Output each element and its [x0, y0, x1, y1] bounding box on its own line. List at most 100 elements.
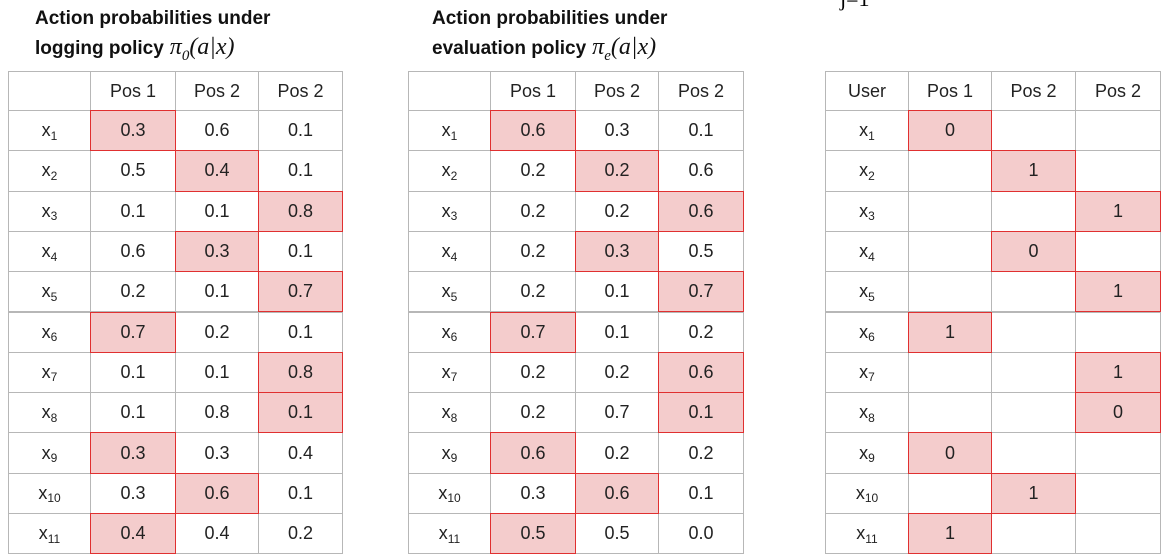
row-index: 3: [868, 209, 875, 224]
value-cell: [1075, 311, 1161, 353]
row-name: x: [41, 402, 51, 423]
row-label: x 11: [825, 513, 909, 555]
value-cell: 0.6: [490, 110, 576, 152]
value-cell: [1075, 472, 1161, 514]
row-name: x: [859, 281, 869, 302]
row-name: x: [41, 281, 51, 302]
row-name: x: [859, 160, 869, 181]
value-cell: [908, 230, 992, 273]
row-label: x 10: [408, 472, 491, 514]
value-cell: 0.5: [90, 150, 176, 192]
header-cell: [408, 71, 491, 111]
value-cell: 1: [1075, 271, 1161, 313]
value-cell: 0.7: [575, 392, 659, 434]
row-index: 7: [450, 370, 458, 385]
value-cell: 0.5: [658, 230, 744, 273]
table-title: Action probabilities under: [432, 8, 668, 29]
header-cell: Pos 1: [490, 71, 576, 111]
value-cell: 0.1: [658, 392, 744, 434]
value-cell: 0.2: [175, 311, 259, 353]
row-index: 3: [50, 209, 58, 224]
value-cell: 0.2: [490, 230, 576, 273]
value-cell: 0.1: [258, 150, 343, 192]
row-index: 9: [50, 451, 58, 466]
row-index: 10: [864, 491, 879, 506]
value-cell: 0.7: [90, 311, 176, 353]
value-cell: [991, 392, 1076, 434]
value-cell: 0.2: [490, 392, 576, 434]
table-title: evaluation policy πe(a|x): [432, 34, 656, 65]
formula-fragment: j=1: [840, 0, 870, 12]
row-name: x: [855, 482, 865, 503]
row-index: 3: [450, 209, 458, 224]
value-cell: 1: [908, 311, 992, 353]
value-cell: 0.2: [575, 432, 659, 474]
row-index: 10: [447, 491, 461, 506]
header-cell: Pos 2: [1075, 71, 1161, 111]
value-cell: 0.1: [90, 351, 176, 394]
value-cell: 0.7: [490, 311, 576, 353]
row-name: x: [41, 160, 51, 181]
row-index: 9: [450, 451, 458, 466]
header-cell: Pos 1: [908, 71, 992, 111]
value-cell: 0.3: [575, 110, 659, 152]
value-cell: 0.2: [490, 150, 576, 192]
value-cell: 0.3: [90, 432, 176, 474]
row-name: x: [859, 442, 869, 463]
header-cell: Pos 2: [575, 71, 659, 111]
value-cell: 0: [1075, 392, 1161, 434]
row-name: x: [441, 120, 451, 141]
value-cell: 0.3: [175, 432, 259, 474]
row-name: x: [41, 120, 51, 141]
policy-label: logging policy: [35, 38, 164, 59]
row-name: x: [859, 120, 869, 141]
header-cell: Pos 2: [258, 71, 343, 111]
value-cell: 0.1: [258, 392, 343, 434]
value-cell: 0.2: [490, 271, 576, 313]
value-cell: 0.6: [658, 150, 744, 192]
value-cell: 1: [1075, 351, 1161, 394]
value-cell: 0.7: [258, 271, 343, 313]
policy-label: evaluation policy: [432, 38, 587, 59]
row-index: 8: [450, 410, 458, 425]
row-name: x: [38, 482, 48, 503]
row-name: x: [441, 241, 451, 262]
row-index: 6: [450, 330, 458, 345]
policy-sub: e: [604, 47, 611, 64]
row-name: x: [441, 160, 451, 181]
row-name: x: [859, 241, 869, 262]
row-name: x: [438, 482, 448, 503]
value-cell: 0: [908, 110, 992, 152]
row-index: 10: [47, 491, 61, 506]
value-cell: 0.3: [175, 230, 259, 273]
row-index: 2: [50, 168, 58, 183]
policy-formula: π0(a|x): [170, 34, 235, 65]
value-cell: 1: [991, 150, 1076, 192]
row-index: 11: [447, 531, 461, 546]
row-label: x 10: [8, 472, 91, 514]
value-cell: 0.2: [490, 190, 576, 232]
value-cell: 0.2: [490, 351, 576, 394]
value-cell: [908, 392, 992, 434]
value-cell: 0.2: [90, 271, 176, 313]
row-name: x: [441, 402, 451, 423]
value-cell: 0.6: [575, 472, 659, 514]
value-cell: [908, 351, 992, 394]
value-cell: 0.1: [175, 351, 259, 394]
value-cell: 0.2: [258, 513, 343, 555]
value-cell: 0.4: [175, 150, 259, 192]
value-cell: 0: [991, 230, 1076, 273]
